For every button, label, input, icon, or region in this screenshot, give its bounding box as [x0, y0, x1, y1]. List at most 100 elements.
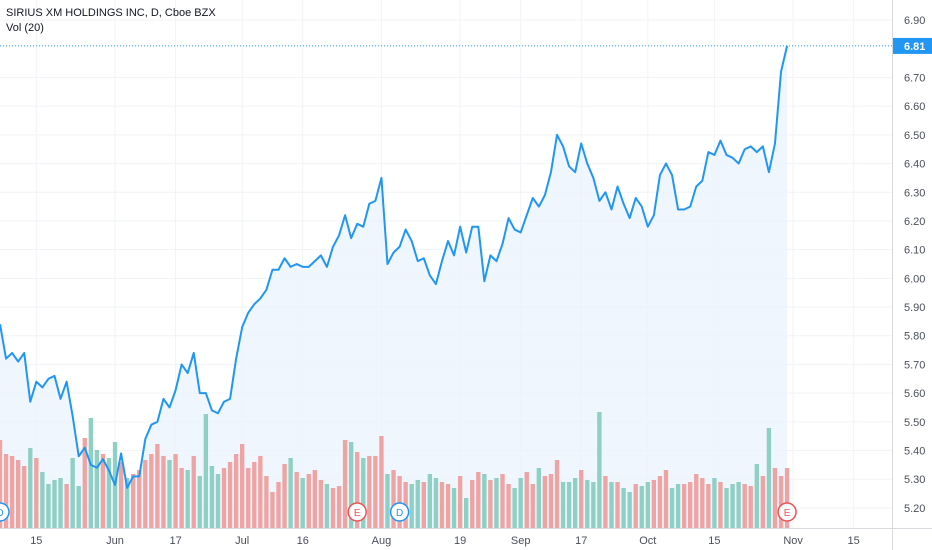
- volume-bar: [88, 418, 93, 528]
- volume-bar: [645, 482, 651, 528]
- volume-bar: [161, 456, 166, 528]
- earnings-marker[interactable]: E: [347, 502, 367, 522]
- volume-bar: [191, 456, 196, 528]
- volume-bar: [40, 472, 45, 528]
- volume-bar: [361, 458, 366, 528]
- volume-bar: [70, 458, 75, 528]
- volume-bar: [118, 462, 124, 528]
- volume-bar: [554, 460, 560, 528]
- volume-bar: [209, 466, 215, 528]
- y-tick-label: 5.30: [904, 474, 925, 486]
- volume-bar: [681, 484, 687, 528]
- volume-bar: [651, 480, 657, 528]
- volume-bar: [288, 458, 293, 528]
- volume-bar: [312, 470, 318, 528]
- x-tick-label: Aug: [372, 535, 392, 547]
- volume-bar: [730, 484, 735, 528]
- event-circle: [347, 502, 367, 522]
- volume-bar: [784, 468, 790, 528]
- volume-bar: [143, 460, 148, 528]
- event-label: D: [396, 508, 403, 519]
- volume-bar: [64, 484, 69, 528]
- volume-bar: [754, 464, 759, 528]
- volume-bar: [470, 480, 475, 528]
- y-tick-label: 5.20: [904, 503, 925, 515]
- event-markers[interactable]: DEDE: [0, 502, 797, 522]
- x-tick-label: 19: [454, 535, 466, 547]
- y-tick-label: 6.20: [904, 216, 925, 228]
- volume-bar: [439, 482, 445, 528]
- volume-bar: [58, 478, 63, 528]
- volume-bar: [342, 440, 348, 528]
- volume-bar: [736, 482, 741, 528]
- volume-bar: [227, 462, 233, 528]
- price-line: [0, 45, 789, 489]
- volume-bar: [482, 474, 487, 528]
- volume-bar: [609, 482, 614, 528]
- volume-bar: [324, 484, 330, 528]
- dividend-marker[interactable]: D: [389, 502, 410, 522]
- volume-bar: [0, 440, 3, 528]
- y-tick-label: 6.00: [904, 273, 925, 285]
- volume-bar: [46, 484, 51, 528]
- volume-bar: [597, 412, 602, 528]
- volume-bar: [476, 472, 481, 528]
- volume-bar: [542, 476, 548, 528]
- event-circle: [389, 502, 410, 522]
- volume-bar: [766, 428, 772, 528]
- volume-bar: [778, 476, 784, 528]
- earnings-marker[interactable]: E: [777, 502, 797, 522]
- volume-bar: [579, 470, 584, 528]
- volume-bar: [718, 482, 723, 528]
- x-tick-label: Jun: [106, 535, 124, 547]
- volume-bar: [742, 484, 747, 528]
- price-area-fill: [0, 45, 788, 528]
- volume-bar: [548, 474, 554, 528]
- y-tick-label: 6.70: [904, 72, 925, 84]
- volume-bar: [106, 458, 112, 528]
- volume-bar: [494, 478, 499, 528]
- volume-bar: [591, 482, 596, 528]
- volume-bar: [306, 474, 311, 528]
- volume-bar: [137, 470, 142, 528]
- volume-bar: [355, 452, 360, 528]
- volume-bar: [94, 450, 100, 528]
- volume-bar: [585, 480, 590, 528]
- volume-bar: [615, 482, 620, 528]
- volume-bar: [282, 464, 287, 528]
- y-tick-label: 5.80: [904, 331, 925, 343]
- event-label: D: [0, 508, 4, 519]
- dividend-marker[interactable]: D: [0, 502, 10, 522]
- x-tick-label: Jul: [235, 535, 249, 547]
- event-circle: [777, 502, 797, 522]
- volume-bar: [627, 492, 632, 528]
- volume-bar: [724, 488, 729, 528]
- volume-bar: [760, 476, 766, 528]
- y-tick-label: 6.90: [904, 15, 925, 27]
- volume-bar: [421, 482, 426, 528]
- volume-bar: [179, 468, 184, 528]
- volume-bar: [52, 480, 57, 528]
- volume-bar: [348, 442, 354, 528]
- volume-bar: [294, 472, 299, 528]
- volume-bar: [669, 488, 675, 528]
- symbol-title: SIRIUS XM HOLDINGS INC, D, Cboe BZX: [6, 7, 216, 19]
- volume-bar: [100, 454, 106, 528]
- volume-bar: [675, 484, 681, 528]
- volume-bar: [397, 476, 402, 528]
- volume-bar: [276, 482, 281, 528]
- volume-bar: [639, 486, 644, 528]
- event-label: E: [354, 508, 361, 519]
- y-tick-label: 6.50: [904, 130, 925, 142]
- y-tick-label: 5.50: [904, 417, 925, 429]
- volume-bar: [415, 480, 420, 528]
- y-tick-label: 5.70: [904, 359, 925, 371]
- volume-bars: [0, 412, 790, 528]
- x-tick-label: Nov: [783, 535, 803, 547]
- volume-indicator-label: Vol (20): [6, 22, 44, 34]
- volume-bar: [3, 454, 9, 528]
- volume-bar: [22, 466, 27, 528]
- volume-bar: [197, 476, 202, 528]
